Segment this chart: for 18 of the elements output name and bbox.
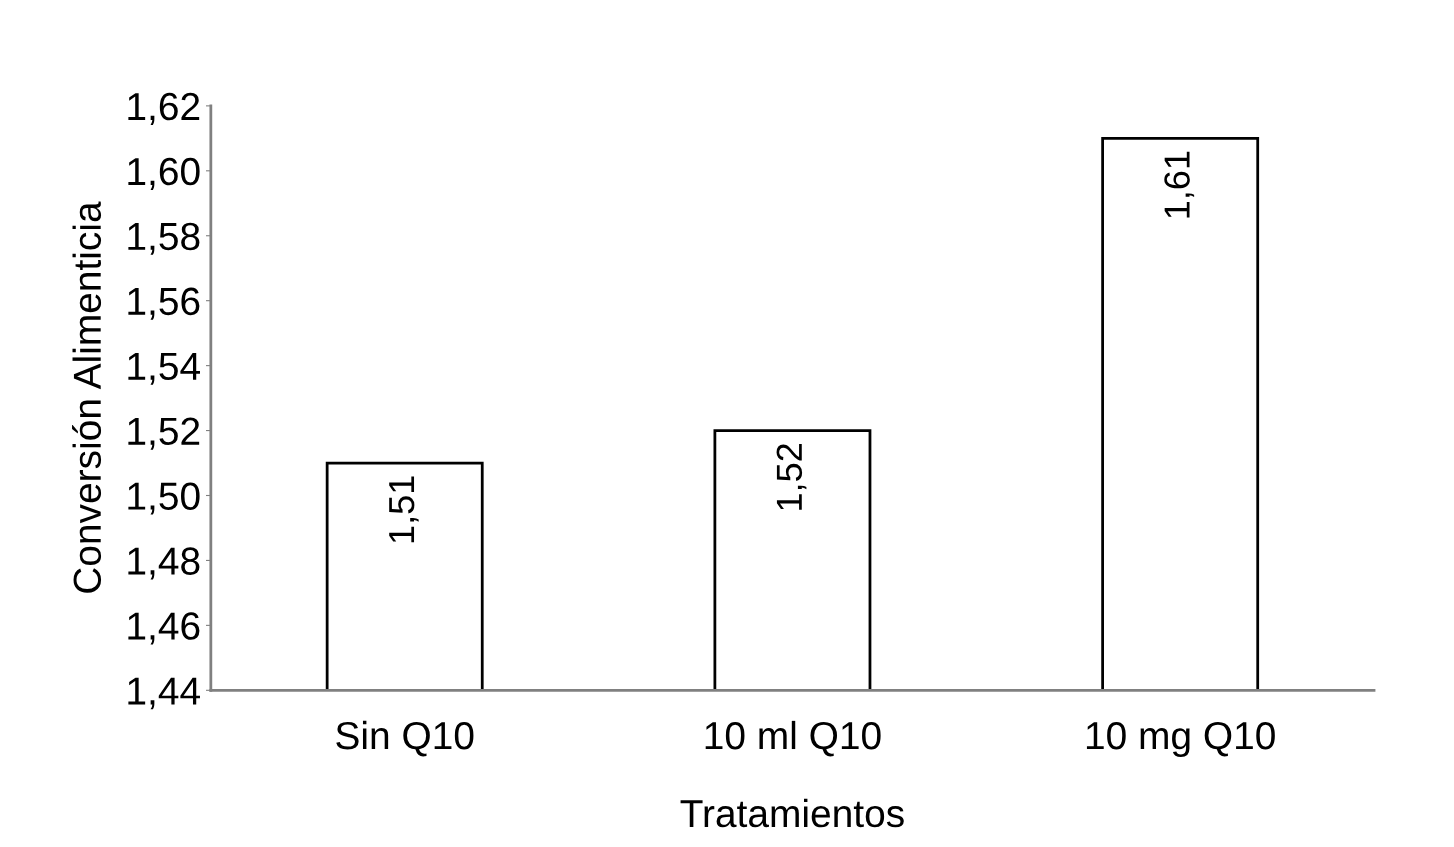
y-tick-label: 1,52	[128, 417, 200, 450]
x-axis-title: Tratamientos	[680, 798, 904, 828]
y-tick-label: 1,58	[128, 222, 200, 255]
y-tick-label: 1,50	[128, 482, 200, 515]
y-tick-label: 1,48	[128, 547, 200, 580]
x-tick-label: 10 mg Q10	[1086, 721, 1275, 758]
x-tick-label: 10 ml Q10	[705, 720, 881, 757]
data-label: 1,51	[389, 476, 419, 543]
y-tick-label: 1,60	[128, 157, 200, 190]
y-tick-label: 1,44	[128, 677, 200, 710]
y-tick-label: 1,62	[128, 92, 200, 125]
y-tick-label: 1,46	[128, 612, 200, 645]
data-label: 1,52	[776, 444, 807, 510]
data-label: 1,61	[1164, 151, 1195, 218]
y-axis-title: Conversión Alimenticia	[72, 201, 102, 593]
x-tick-label: Sin Q10	[336, 720, 474, 757]
y-tick-label: 1,56	[128, 287, 200, 320]
y-tick-label: 1,54	[128, 352, 200, 385]
